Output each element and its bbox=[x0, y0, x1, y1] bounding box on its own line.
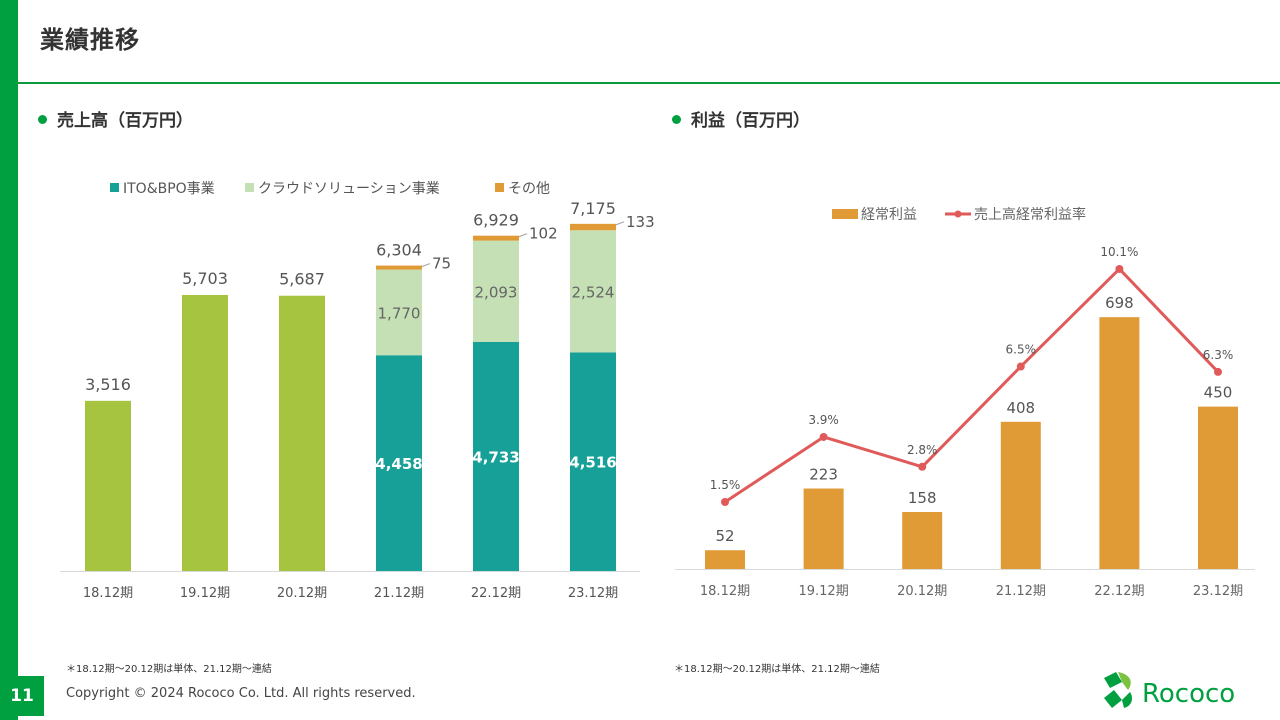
ratio-point bbox=[918, 462, 927, 471]
bar-segment-cloud bbox=[376, 269, 422, 356]
ratio-label: 6.5% bbox=[1006, 343, 1037, 357]
bar-segment-ito bbox=[570, 352, 616, 571]
bar-segment-other bbox=[473, 235, 519, 241]
bar-segment-other bbox=[570, 223, 616, 231]
x-tick-label: 21.12期 bbox=[996, 584, 1046, 599]
ratio-point bbox=[819, 432, 828, 441]
x-tick-label: 22.12期 bbox=[1094, 584, 1144, 599]
bar-total-label: 6,929 bbox=[473, 211, 519, 230]
ratio-label: 6.3% bbox=[1203, 348, 1234, 362]
profit-bar bbox=[1198, 406, 1238, 569]
profit-section-title: 利益（百万円） bbox=[672, 106, 810, 131]
profit-bar-label: 408 bbox=[1006, 399, 1035, 417]
profit-footnote: ＊18.12期〜20.12期は単体、21.12期〜連結 bbox=[674, 664, 880, 675]
profit-bar-label: 698 bbox=[1105, 294, 1134, 312]
legend-swatch bbox=[495, 183, 504, 192]
bar-single bbox=[85, 400, 131, 571]
title-divider bbox=[18, 82, 1280, 84]
sales-section-title-text: 売上高（百万円） bbox=[57, 111, 193, 131]
x-tick-label: 23.12期 bbox=[568, 586, 618, 601]
bar-segment-ito bbox=[473, 341, 519, 571]
page-title: 業績推移 bbox=[40, 26, 140, 54]
profit-bar-label: 223 bbox=[809, 466, 838, 484]
bullet-dot-icon bbox=[672, 114, 681, 124]
ratio-point bbox=[1214, 367, 1222, 376]
copyright-text: Copyright © 2024 Rococo Co. Ltd. All rig… bbox=[66, 686, 416, 701]
ratio-label: 10.1% bbox=[1100, 245, 1138, 259]
segment-leader-line bbox=[421, 263, 431, 268]
bar-total-label: 5,687 bbox=[279, 270, 325, 289]
x-tick-label: 18.12期 bbox=[83, 586, 133, 601]
x-tick-label: 21.12期 bbox=[374, 586, 424, 601]
segment-label-cloud: 1,770 bbox=[378, 304, 421, 322]
profit-bar-label: 450 bbox=[1204, 384, 1233, 402]
ratio-point bbox=[1115, 264, 1124, 273]
legend-marker-ratio bbox=[954, 210, 962, 218]
ratio-label: 3.9% bbox=[808, 413, 839, 427]
segment-label-ito: 4,458 bbox=[375, 455, 422, 473]
profit-chart: 経常利益 売上高経常利益率 52 18.12期 223 19.12期 158 20.12期 40… bbox=[675, 206, 1255, 599]
x-tick-label: 19.12期 bbox=[798, 584, 848, 599]
sales-footnote: ＊18.12期〜20.12期は単体、21.12期〜連結 bbox=[66, 664, 272, 675]
legend-label-profit: 経常利益 bbox=[861, 207, 917, 223]
segment-label-cloud: 2,524 bbox=[572, 283, 615, 301]
bar-total-label: 5,703 bbox=[182, 269, 228, 288]
company-logo: Rococo bbox=[1100, 668, 1250, 712]
x-tick-label: 19.12期 bbox=[180, 586, 230, 601]
sales-chart: ITO&BPO事業 クラウドソリューション事業 その他 18.12期 3,516 19.1… bbox=[60, 181, 655, 601]
ratio-label: 2.8% bbox=[907, 443, 938, 457]
bar-total-label: 7,175 bbox=[570, 199, 616, 218]
segment-leader-line bbox=[518, 233, 528, 238]
bar-single bbox=[182, 294, 228, 571]
segment-label-other: 133 bbox=[626, 213, 655, 231]
bar-segment-cloud bbox=[570, 230, 616, 353]
profit-bar bbox=[803, 488, 844, 569]
x-tick-label: 22.12期 bbox=[471, 586, 521, 601]
bar-segment-other bbox=[376, 265, 422, 270]
bar-segment-ito bbox=[376, 355, 422, 571]
bar-total-label: 6,304 bbox=[376, 241, 422, 260]
segment-label-other: 75 bbox=[432, 255, 451, 273]
rococo-logo-icon: Rococo bbox=[1104, 672, 1235, 709]
bar-single bbox=[279, 295, 325, 571]
legend-swatch-profit bbox=[832, 209, 858, 219]
x-tick-label: 23.12期 bbox=[1193, 584, 1243, 599]
legend-label: ITO&BPO事業 bbox=[123, 181, 215, 197]
ratio-point bbox=[1016, 362, 1025, 371]
x-tick-label: 20.12期 bbox=[897, 584, 947, 599]
bar-total-label: 3,516 bbox=[85, 375, 131, 394]
profit-bar bbox=[705, 550, 745, 569]
segment-label-ito: 4,733 bbox=[472, 448, 519, 466]
ratio-line bbox=[724, 267, 1220, 504]
legend-label: クラウドソリューション事業 bbox=[258, 181, 440, 197]
segment-leader-line bbox=[615, 221, 625, 226]
brand-side-bar bbox=[0, 0, 18, 720]
page-number: 11 bbox=[0, 676, 44, 716]
segment-label-other: 102 bbox=[529, 225, 558, 243]
bar-segment-cloud bbox=[473, 240, 519, 342]
profit-bar bbox=[1099, 317, 1140, 569]
profit-bar-label: 52 bbox=[715, 527, 734, 545]
ratio-point bbox=[721, 498, 729, 506]
profit-section-title-text: 利益（百万円） bbox=[691, 111, 810, 131]
bullet-dot-icon bbox=[38, 114, 47, 124]
logo-wordmark: Rococo bbox=[1142, 679, 1235, 709]
ratio-label: 1.5% bbox=[710, 478, 741, 492]
legend-swatch bbox=[245, 183, 254, 192]
x-tick-label: 20.12期 bbox=[277, 586, 327, 601]
profit-bar bbox=[1000, 421, 1041, 569]
segment-label-ito: 4,516 bbox=[569, 454, 616, 472]
x-tick-label: 18.12期 bbox=[700, 584, 750, 599]
legend-swatch bbox=[110, 183, 119, 192]
legend-label-ratio: 売上高経常利益率 bbox=[974, 206, 1086, 223]
profit-bar-label: 158 bbox=[908, 489, 937, 507]
segment-label-cloud: 2,093 bbox=[475, 283, 518, 301]
sales-section-title: 売上高（百万円） bbox=[38, 106, 193, 131]
profit-bar bbox=[902, 511, 943, 569]
legend-label: その他 bbox=[508, 181, 550, 197]
